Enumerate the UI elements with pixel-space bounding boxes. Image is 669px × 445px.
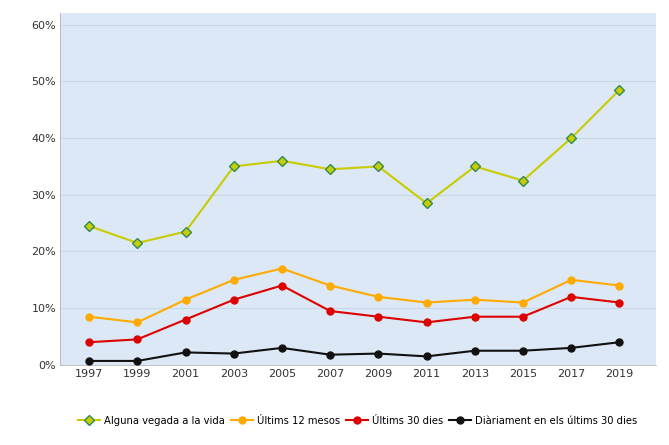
Diàriament en els últims 30 dies (423, 354, 431, 359)
ÚItims 30 dies (423, 320, 431, 325)
Alguna vegada a la vida (375, 164, 383, 169)
ÚItims 12 mesos (615, 283, 624, 288)
Diàriament en els últims 30 dies (181, 350, 189, 355)
ÚItims 30 dies (471, 314, 479, 320)
Diàriament en els últims 30 dies (567, 345, 575, 351)
ÚItims 30 dies (375, 314, 383, 320)
ÚItims 12 mesos (326, 283, 334, 288)
ÚItims 12 mesos (519, 300, 527, 305)
ÚItims 12 mesos (181, 297, 189, 302)
ÚItims 30 dies (133, 337, 141, 342)
Alguna vegada a la vida (181, 229, 189, 235)
Legend: Alguna vegada a la vida, ÚItims 12 mesos, ÚItims 30 dies, Diàriament en els últi: Alguna vegada a la vida, ÚItims 12 mesos… (78, 416, 638, 425)
Alguna vegada a la vida (567, 135, 575, 141)
Alguna vegada a la vida (423, 201, 431, 206)
ÚItims 30 dies (181, 317, 189, 322)
ÚItims 12 mesos (85, 314, 93, 320)
ÚItims 30 dies (326, 308, 334, 314)
Diàriament en els últims 30 dies (519, 348, 527, 353)
Alguna vegada a la vida (85, 223, 93, 229)
ÚItims 12 mesos (229, 277, 237, 283)
Alguna vegada a la vida (326, 166, 334, 172)
ÚItims 30 dies (519, 314, 527, 320)
Diàriament en els últims 30 dies (133, 358, 141, 364)
ÚItims 12 mesos (423, 300, 431, 305)
ÚItims 30 dies (278, 283, 286, 288)
Line: ÚItims 12 mesos: ÚItims 12 mesos (86, 265, 623, 326)
Line: Diàriament en els últims 30 dies: Diàriament en els últims 30 dies (86, 339, 623, 364)
Line: ÚItims 30 dies: ÚItims 30 dies (86, 282, 623, 346)
Alguna vegada a la vida (519, 178, 527, 183)
ÚItims 30 dies (85, 340, 93, 345)
Diàriament en els últims 30 dies (615, 340, 624, 345)
Alguna vegada a la vida (278, 158, 286, 163)
Diàriament en els últims 30 dies (85, 358, 93, 364)
Alguna vegada a la vida (615, 87, 624, 93)
Diàriament en els últims 30 dies (375, 351, 383, 356)
Alguna vegada a la vida (133, 240, 141, 246)
ÚItims 12 mesos (471, 297, 479, 302)
ÚItims 12 mesos (133, 320, 141, 325)
ÚItims 12 mesos (278, 266, 286, 271)
ÚItims 30 dies (567, 294, 575, 299)
Diàriament en els últims 30 dies (471, 348, 479, 353)
Diàriament en els últims 30 dies (229, 351, 237, 356)
ÚItims 30 dies (229, 297, 237, 302)
ÚItims 12 mesos (375, 294, 383, 299)
Diàriament en els últims 30 dies (326, 352, 334, 357)
Line: Alguna vegada a la vida: Alguna vegada a la vida (86, 86, 623, 247)
ÚItims 12 mesos (567, 277, 575, 283)
Alguna vegada a la vida (229, 164, 237, 169)
Alguna vegada a la vida (471, 164, 479, 169)
ÚItims 30 dies (615, 300, 624, 305)
Diàriament en els últims 30 dies (278, 345, 286, 351)
